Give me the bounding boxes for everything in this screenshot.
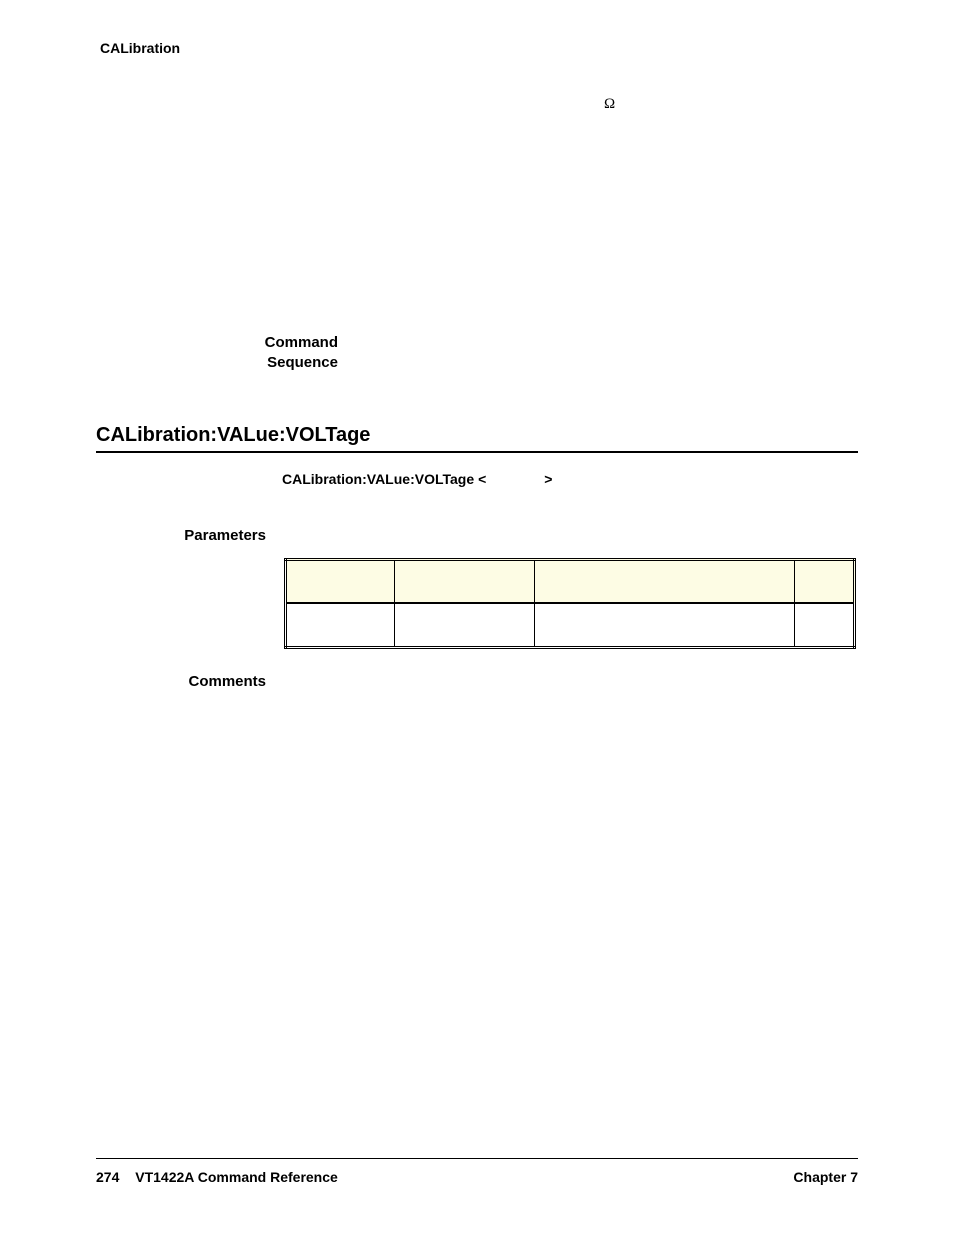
heading-line-1: Command <box>168 333 338 353</box>
page: CALibration Ω Command Sequence CALibrati… <box>0 0 954 1235</box>
syntax-command: CALibration:VALue:VOLTage <box>282 471 474 487</box>
heading-parameters: Parameters <box>96 527 266 544</box>
heading-comments: Comments <box>96 673 266 690</box>
table-header-cell <box>286 559 395 603</box>
table-cell <box>534 603 795 647</box>
comments-block: Comments <box>96 673 858 690</box>
running-header: CALibration <box>100 40 858 56</box>
table-header-cell <box>795 559 855 603</box>
page-footer: 274 VT1422A Command Reference Chapter 7 <box>96 1158 858 1185</box>
parameters-block: Parameters <box>96 527 858 544</box>
omega-symbol: Ω <box>604 96 858 113</box>
table-header-cell <box>534 559 795 603</box>
table-header-row <box>286 559 855 603</box>
syntax-angle-open: < <box>478 471 486 487</box>
footer-right: Chapter 7 <box>793 1169 858 1185</box>
table-cell <box>795 603 855 647</box>
syntax-line: CALibration:VALue:VOLTage < > <box>282 471 858 487</box>
footer-left: 274 VT1422A Command Reference <box>96 1169 338 1185</box>
doc-title: VT1422A Command Reference <box>135 1169 338 1185</box>
table-cell <box>395 603 534 647</box>
syntax-angle-close: > <box>544 471 552 487</box>
table-row <box>286 603 855 647</box>
heading-command-sequence: Command Sequence <box>168 333 338 374</box>
table-header-cell <box>395 559 534 603</box>
heading-line-2: Sequence <box>168 353 338 373</box>
parameters-table <box>284 558 856 649</box>
section-title: CALibration:VALue:VOLTage <box>96 424 858 453</box>
table-cell <box>286 603 395 647</box>
page-number: 274 <box>96 1169 119 1185</box>
